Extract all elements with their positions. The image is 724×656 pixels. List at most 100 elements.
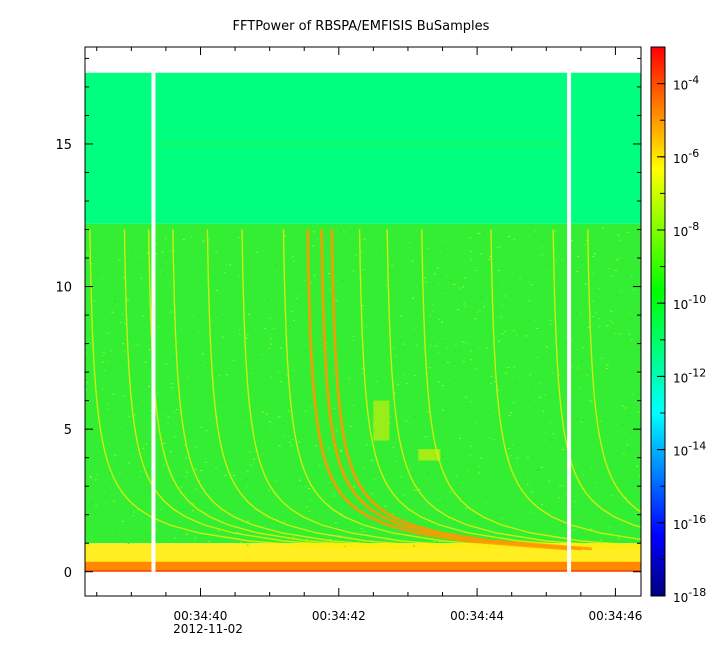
speckle xyxy=(394,392,397,394)
speckle xyxy=(100,277,103,279)
speckle xyxy=(87,544,90,546)
speckle xyxy=(180,275,183,277)
speckle xyxy=(405,420,408,422)
speckle xyxy=(592,255,595,257)
speckle xyxy=(376,343,379,345)
speckle xyxy=(478,472,481,474)
speckle xyxy=(512,402,515,404)
speckle xyxy=(537,444,540,446)
speckle xyxy=(248,451,251,453)
speckle xyxy=(107,332,110,334)
speckle xyxy=(433,541,436,543)
speckle xyxy=(111,364,114,366)
speckle xyxy=(102,388,105,390)
speckle xyxy=(563,254,566,256)
speckle xyxy=(113,295,116,297)
speckle xyxy=(196,341,199,343)
speckle xyxy=(164,238,167,240)
speckle xyxy=(278,416,281,418)
speckle xyxy=(88,532,91,534)
speckle xyxy=(473,319,476,321)
speckle xyxy=(229,264,232,266)
speckle xyxy=(388,386,391,388)
speckle xyxy=(465,342,468,344)
speckle xyxy=(159,442,162,444)
speckle xyxy=(402,347,405,349)
speckle xyxy=(96,473,99,475)
speckle xyxy=(102,352,105,354)
speckle xyxy=(606,325,609,327)
speckle xyxy=(609,320,612,322)
speckle xyxy=(514,382,517,384)
speckle xyxy=(237,330,240,332)
speckle xyxy=(562,485,565,487)
speckle xyxy=(528,512,531,514)
speckle xyxy=(223,313,226,315)
speckle xyxy=(441,385,444,387)
speckle xyxy=(424,266,427,268)
speckle xyxy=(487,327,490,329)
speckle xyxy=(629,318,632,320)
speckle xyxy=(439,251,442,253)
speckle xyxy=(618,257,621,259)
speckle xyxy=(525,335,528,337)
speckle xyxy=(360,528,363,530)
speckle xyxy=(236,339,239,341)
speckle xyxy=(459,437,462,439)
speckle xyxy=(411,260,414,262)
speckle xyxy=(117,381,120,383)
speckle xyxy=(120,421,123,423)
speckle xyxy=(127,545,130,547)
whistler-trace xyxy=(421,229,641,547)
speckle xyxy=(276,380,279,382)
speckle xyxy=(615,522,618,524)
speckle xyxy=(269,338,272,340)
speckle xyxy=(436,500,439,502)
speckle xyxy=(469,236,472,238)
speckle xyxy=(637,480,640,482)
speckle xyxy=(621,405,624,407)
speckle xyxy=(146,283,149,285)
speckle xyxy=(614,333,617,335)
speckle xyxy=(454,351,457,353)
speckle xyxy=(180,487,183,489)
speckle xyxy=(136,345,139,347)
chart-title: FFTPower of RBSPA/EMFISIS BuSamples xyxy=(233,19,490,34)
speckle xyxy=(579,332,582,334)
whistler-trace xyxy=(206,229,468,550)
speckle xyxy=(177,478,180,480)
speckle xyxy=(106,403,109,405)
speckle xyxy=(394,461,397,463)
speckle xyxy=(108,472,111,474)
speckle xyxy=(525,340,528,342)
speckle xyxy=(487,545,490,547)
speckle xyxy=(427,248,430,250)
x-tick-label: 00:34:44 xyxy=(450,609,504,623)
speckle xyxy=(171,387,174,389)
speckle xyxy=(576,270,579,272)
speckle xyxy=(415,451,418,453)
speckle xyxy=(154,243,157,245)
speckle xyxy=(548,422,551,424)
speckle xyxy=(599,420,602,422)
speckle xyxy=(469,401,472,403)
speckle xyxy=(274,306,277,308)
speckle xyxy=(637,411,640,413)
speckle xyxy=(386,284,389,286)
speckle xyxy=(334,522,337,524)
speckle xyxy=(505,430,508,432)
speckle xyxy=(339,356,342,358)
speckle xyxy=(452,363,455,365)
whistler-trace xyxy=(320,229,582,551)
speckle xyxy=(528,300,531,302)
speckle xyxy=(527,281,530,283)
speckle xyxy=(512,444,515,446)
speckle xyxy=(571,503,574,505)
speckle xyxy=(308,510,311,512)
speckle xyxy=(483,232,486,234)
speckle xyxy=(489,256,492,258)
speckle xyxy=(588,426,591,428)
speckle xyxy=(398,545,401,547)
speckle xyxy=(571,340,574,342)
speckle xyxy=(212,326,215,328)
